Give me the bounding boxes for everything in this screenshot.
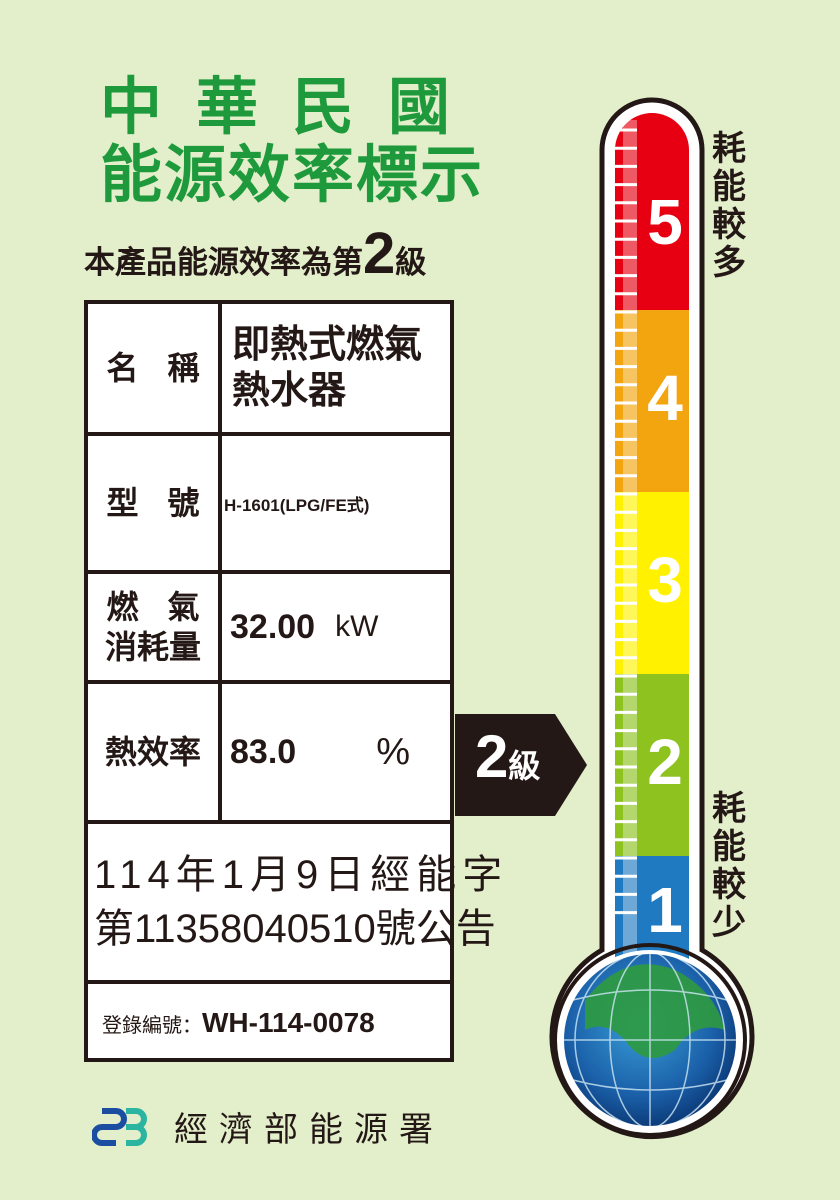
level-2-number: 2 [647, 726, 683, 798]
gas-value: 32.00 kW [230, 574, 444, 680]
model-label: 型 號 [88, 436, 222, 570]
level-1-number: 1 [647, 874, 683, 946]
level-3-number: 3 [647, 544, 683, 616]
arrow-suffix: 級 [508, 748, 541, 784]
high-consumption-label: 耗能較多 [712, 130, 746, 282]
level-5-number: 5 [647, 186, 683, 258]
efficiency-number: 83.0 [230, 732, 297, 771]
level-4-segment [615, 310, 689, 492]
gas-number: 32.00 [230, 607, 316, 646]
level-5-segment [615, 113, 689, 310]
row-name: 名 稱 即熱式燃氣 熱水器 [88, 304, 450, 436]
title-country: 中華民國 [100, 73, 485, 142]
notice-line-2: 第11358040510號公告 [94, 907, 496, 951]
row-efficiency: 熱效率 83.0% [88, 684, 450, 824]
level-2-segment [615, 674, 689, 856]
model-value: H-1601(LPG/FE式) [224, 495, 370, 515]
thermometer [549, 97, 755, 1140]
grade-suffix: 級 [395, 245, 427, 280]
name-label-text: 名 稱 [106, 350, 200, 386]
gas-label-2: 消耗量 [104, 629, 201, 665]
row-gas: 燃 氣消耗量 32.00 kW [88, 574, 450, 684]
model-label-text: 型 號 [106, 485, 200, 521]
arrow-grade: 2 [475, 723, 509, 790]
row-registration: 登錄編號： WH-114-0078 [88, 984, 450, 1062]
grade-statement: 本產品能源效率為第2級 [84, 220, 426, 287]
tube-highlight [623, 492, 637, 674]
grade-arrow-label: 2級 [475, 722, 540, 791]
agency-logo-icon [92, 1107, 147, 1146]
efficiency-unit: % [376, 730, 410, 773]
notice-line-1: 114年1月9日經能字 [94, 853, 509, 897]
row-model: 型 號 H-1601(LPG/FE式) [88, 436, 450, 574]
tube-highlight [623, 674, 637, 856]
level-4-number: 4 [647, 362, 683, 434]
info-table: 名 稱 即熱式燃氣 熱水器 型 號 H-1601(LPG/FE式) 燃 氣消耗量 … [84, 300, 509, 1062]
gas-unit: kW [335, 610, 379, 643]
footer: 經濟部能源署 [92, 1102, 444, 1151]
efficiency-label: 熱效率 [88, 684, 222, 820]
low-consumption-label: 耗能較少 [712, 790, 746, 942]
gas-label: 燃 氣消耗量 [88, 574, 222, 680]
grade-arrow [455, 714, 587, 816]
grade-prefix: 本產品能源效率為第 [84, 245, 363, 280]
registration-number: WH-114-0078 [202, 1007, 375, 1038]
gas-label-1: 燃 氣 [106, 589, 200, 625]
name-value: 即熱式燃氣 熱水器 [232, 304, 444, 432]
row-notice: 114年1月9日經能字 第11358040510號公告 [88, 824, 509, 984]
level-3-segment [615, 492, 689, 674]
efficiency-value: 83.0% [230, 684, 444, 820]
name-value-2: 熱水器 [232, 370, 347, 412]
registration-label: 登錄編號： [102, 1014, 202, 1037]
agency-name: 經濟部能源署 [174, 1111, 444, 1149]
tube-highlight [623, 310, 637, 492]
name-label: 名 稱 [88, 304, 222, 432]
grade-number: 2 [363, 221, 396, 286]
name-value-1: 即熱式燃氣 [232, 324, 423, 366]
title-label: 能源效率標示 [100, 141, 485, 210]
